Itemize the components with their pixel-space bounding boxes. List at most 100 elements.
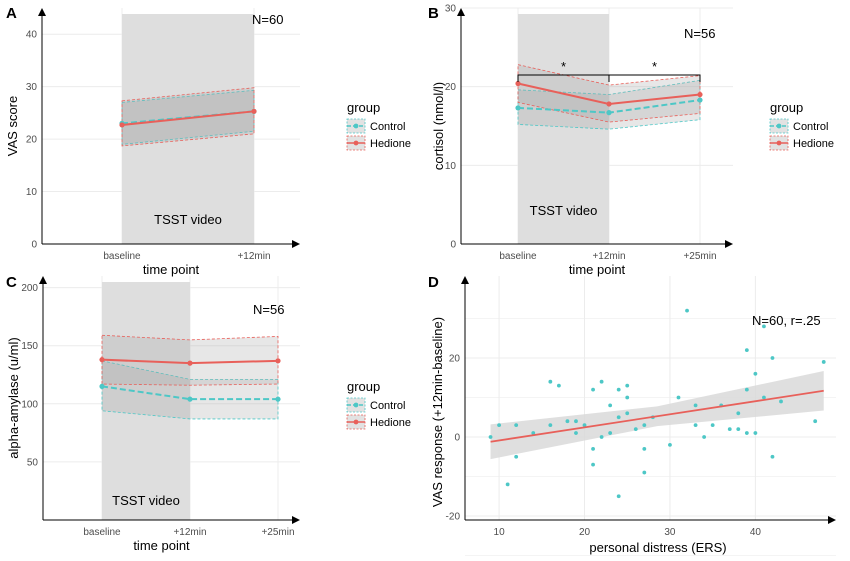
panel-b-ylabel: cortisol (nmol/l) (431, 82, 446, 170)
panel-d-scatter-point (574, 419, 578, 424)
panel-d-scatter-point (633, 427, 638, 431)
panel-d-xtick-label: 10 (494, 527, 506, 538)
panel-c-xtick-label: baseline (83, 527, 121, 538)
panel-d-scatter-point (736, 411, 741, 416)
panel-d-scatter-point (514, 423, 519, 428)
panel-b-point-hedione (697, 91, 703, 98)
panel-b-xlabel: time point (569, 262, 626, 277)
panel-c-ytick-label: 150 (21, 341, 38, 352)
panel-c-legend-dot-hedione (353, 419, 359, 425)
panel-d-scatter-point (625, 383, 630, 388)
panel-a-letter: A (6, 5, 17, 22)
panel-b-legend-title: group (770, 100, 803, 115)
panel-d-scatter-point (710, 423, 715, 428)
panel-c-y-axis-arrow (39, 276, 47, 284)
panel-d-scatter-point (642, 470, 647, 475)
panel-b: B 0 10 20 30 baseline +12min +25min time point co… (428, 4, 834, 278)
panel-d-scatter-point (642, 446, 647, 451)
panel-a-legend-label-hedione: Hedione (370, 138, 411, 150)
panel-a-xtick-label: baseline (103, 251, 141, 262)
panel-d-scatter-point (727, 427, 732, 431)
panel-c-point-hedione (99, 357, 105, 363)
panel-d-scatter-point (753, 431, 758, 435)
panel-b-n-label: N=56 (684, 26, 715, 41)
panel-d-scatter-point (813, 419, 818, 424)
panel-a-ytick-label: 20 (26, 135, 38, 146)
panel-d-scatter-point (625, 411, 630, 416)
panel-b-tsst-region (518, 14, 609, 244)
panel-d-scatter-point (608, 431, 613, 435)
panel-b-xtick-label: baseline (499, 251, 537, 262)
panel-c-xlabel: time point (133, 538, 190, 553)
panel-d-scatter-point (548, 379, 553, 384)
panel-d-scatter-point (753, 371, 758, 376)
panel-a-n-label: N=60 (252, 12, 283, 27)
panel-c-point-control (99, 383, 105, 389)
panel-d-scatter-point (762, 324, 766, 329)
panel-d-y-axis-arrow (461, 276, 469, 284)
panel-a-ylabel: VAS score (5, 96, 20, 156)
panel-d-scatter-point (591, 387, 595, 392)
panel-d-xlabel: personal distress (ERS) (589, 540, 726, 555)
panel-a-point-hedione (119, 122, 125, 128)
panel-a-legend-label-control: Control (370, 121, 405, 133)
panel-c-ylabel: alpha-amylase (u/ml) (6, 337, 21, 458)
panel-d-scatter-point (702, 435, 707, 439)
panel-a-ytick-label: 40 (26, 30, 38, 41)
panel-d-scatter-point (736, 427, 741, 431)
panel-c-ytick-label: 100 (21, 399, 38, 410)
panel-d-xtick-label: 20 (579, 527, 591, 538)
panel-a-ytick-label: 10 (26, 187, 38, 198)
panel-a-legend-dot-control (353, 123, 359, 129)
panel-d-scatter-point (556, 383, 561, 388)
panel-b-point-hedione (515, 80, 521, 87)
panel-d-scatter-point (770, 356, 775, 360)
panel-c-ci-control (101, 360, 279, 420)
panel-c-ytick-label: 200 (21, 283, 38, 294)
panel-d-scatter-point (488, 435, 493, 439)
panel-d-scatter-point (676, 395, 681, 400)
panel-d-fit-ci-band (490, 371, 824, 460)
panel-d-scatter-point (616, 415, 621, 420)
panel-c-ci-hedione (101, 334, 279, 386)
panel-a-tsst-label: TSST video (154, 212, 222, 227)
panel-d-ytick-label: -20 (446, 512, 461, 523)
panel-b-point-hedione (606, 101, 612, 107)
panel-c-n-label: N=56 (253, 302, 284, 317)
panel-d-scatter-point (744, 348, 749, 352)
panel-c-legend-label-hedione: Hedione (370, 417, 411, 429)
panel-b-sig-star: * (561, 59, 566, 74)
panel-b-sig-star: * (652, 59, 657, 74)
panel-d-letter: D (428, 274, 439, 291)
panel-d-scatter-point (616, 494, 621, 499)
panel-c-legend-label-control: Control (370, 400, 405, 412)
panel-a-ytick-label: 0 (31, 240, 37, 251)
panel-b-point-control (697, 97, 703, 103)
panel-d-ytick-label: 20 (449, 354, 461, 365)
panel-c-point-control (187, 396, 193, 402)
panel-a-legend-title: group (347, 100, 380, 115)
panel-d-scatter-point (693, 423, 698, 428)
panel-b-x-axis-arrow (725, 240, 733, 248)
panel-d-scatter-point (625, 395, 630, 400)
panel-d-ytick-label: 0 (454, 433, 460, 444)
panel-d-n-label: N=60, r=.25 (752, 313, 821, 328)
panel-d-scatter-point (591, 446, 595, 451)
panel-d: D -20 0 20 10 20 30 40 personal distress (ERS) VA… (428, 274, 836, 556)
panel-d-scatter-point (616, 387, 621, 392)
panel-b-ytick-label: 10 (445, 161, 457, 172)
panel-b-legend-dot-control (776, 123, 782, 129)
panel-b-ytick-label: 20 (445, 82, 457, 93)
panel-c-ytick-label: 50 (27, 457, 39, 468)
panel-c-xtick-label: +25min (261, 527, 294, 538)
panel-a-xtick-label: +12min (237, 251, 270, 262)
panel-c-point-hedione (187, 360, 193, 366)
panel-b-ci-hedione (517, 64, 701, 123)
panel-d-scatter-point (505, 482, 510, 487)
panel-c-letter: C (6, 274, 17, 291)
panel-a-tsst-region (122, 14, 254, 244)
panel-d-scatter-point (762, 395, 766, 400)
panel-d-scatter-point (668, 443, 672, 447)
panel-a-y-axis-arrow (38, 8, 46, 16)
panel-c-xtick-label: +12min (173, 527, 206, 538)
